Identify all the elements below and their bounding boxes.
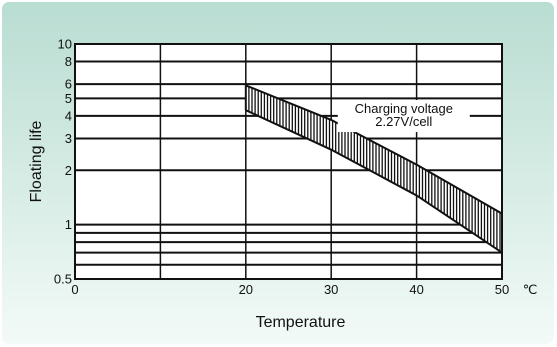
y-axis-title: Floating life	[28, 120, 45, 202]
y-tick-label: 2	[65, 163, 72, 178]
band-lower-line	[245, 109, 503, 254]
x-tick-label: 20	[239, 282, 253, 297]
x-tick-label: 50	[495, 282, 509, 297]
y-tick-label: 10	[58, 37, 72, 52]
x-axis-title: Temperature	[256, 314, 346, 331]
y-tick-label: 6	[65, 77, 72, 92]
plot-frame	[74, 43, 503, 280]
y-tick-label: 3	[65, 131, 72, 146]
band-upper-line	[245, 84, 503, 215]
y-tick-label: 0.5	[54, 272, 72, 287]
band-fill	[245, 85, 503, 253]
annotation-line-2: 2.27V/cell	[375, 114, 432, 129]
y-tick-label: 1	[65, 217, 72, 232]
x-tick-label: 40	[409, 282, 423, 297]
x-tick-label: 0	[71, 282, 78, 297]
annotation-box	[337, 100, 470, 133]
annotation-line-1: Charging voltage	[355, 101, 453, 116]
plot-area	[75, 44, 502, 279]
y-tick-label: 4	[65, 108, 72, 123]
x-unit-label: ℃	[523, 282, 538, 297]
y-tick-label: 5	[65, 91, 72, 106]
y-tick-label: 8	[65, 54, 72, 69]
x-tick-label: 30	[324, 282, 338, 297]
